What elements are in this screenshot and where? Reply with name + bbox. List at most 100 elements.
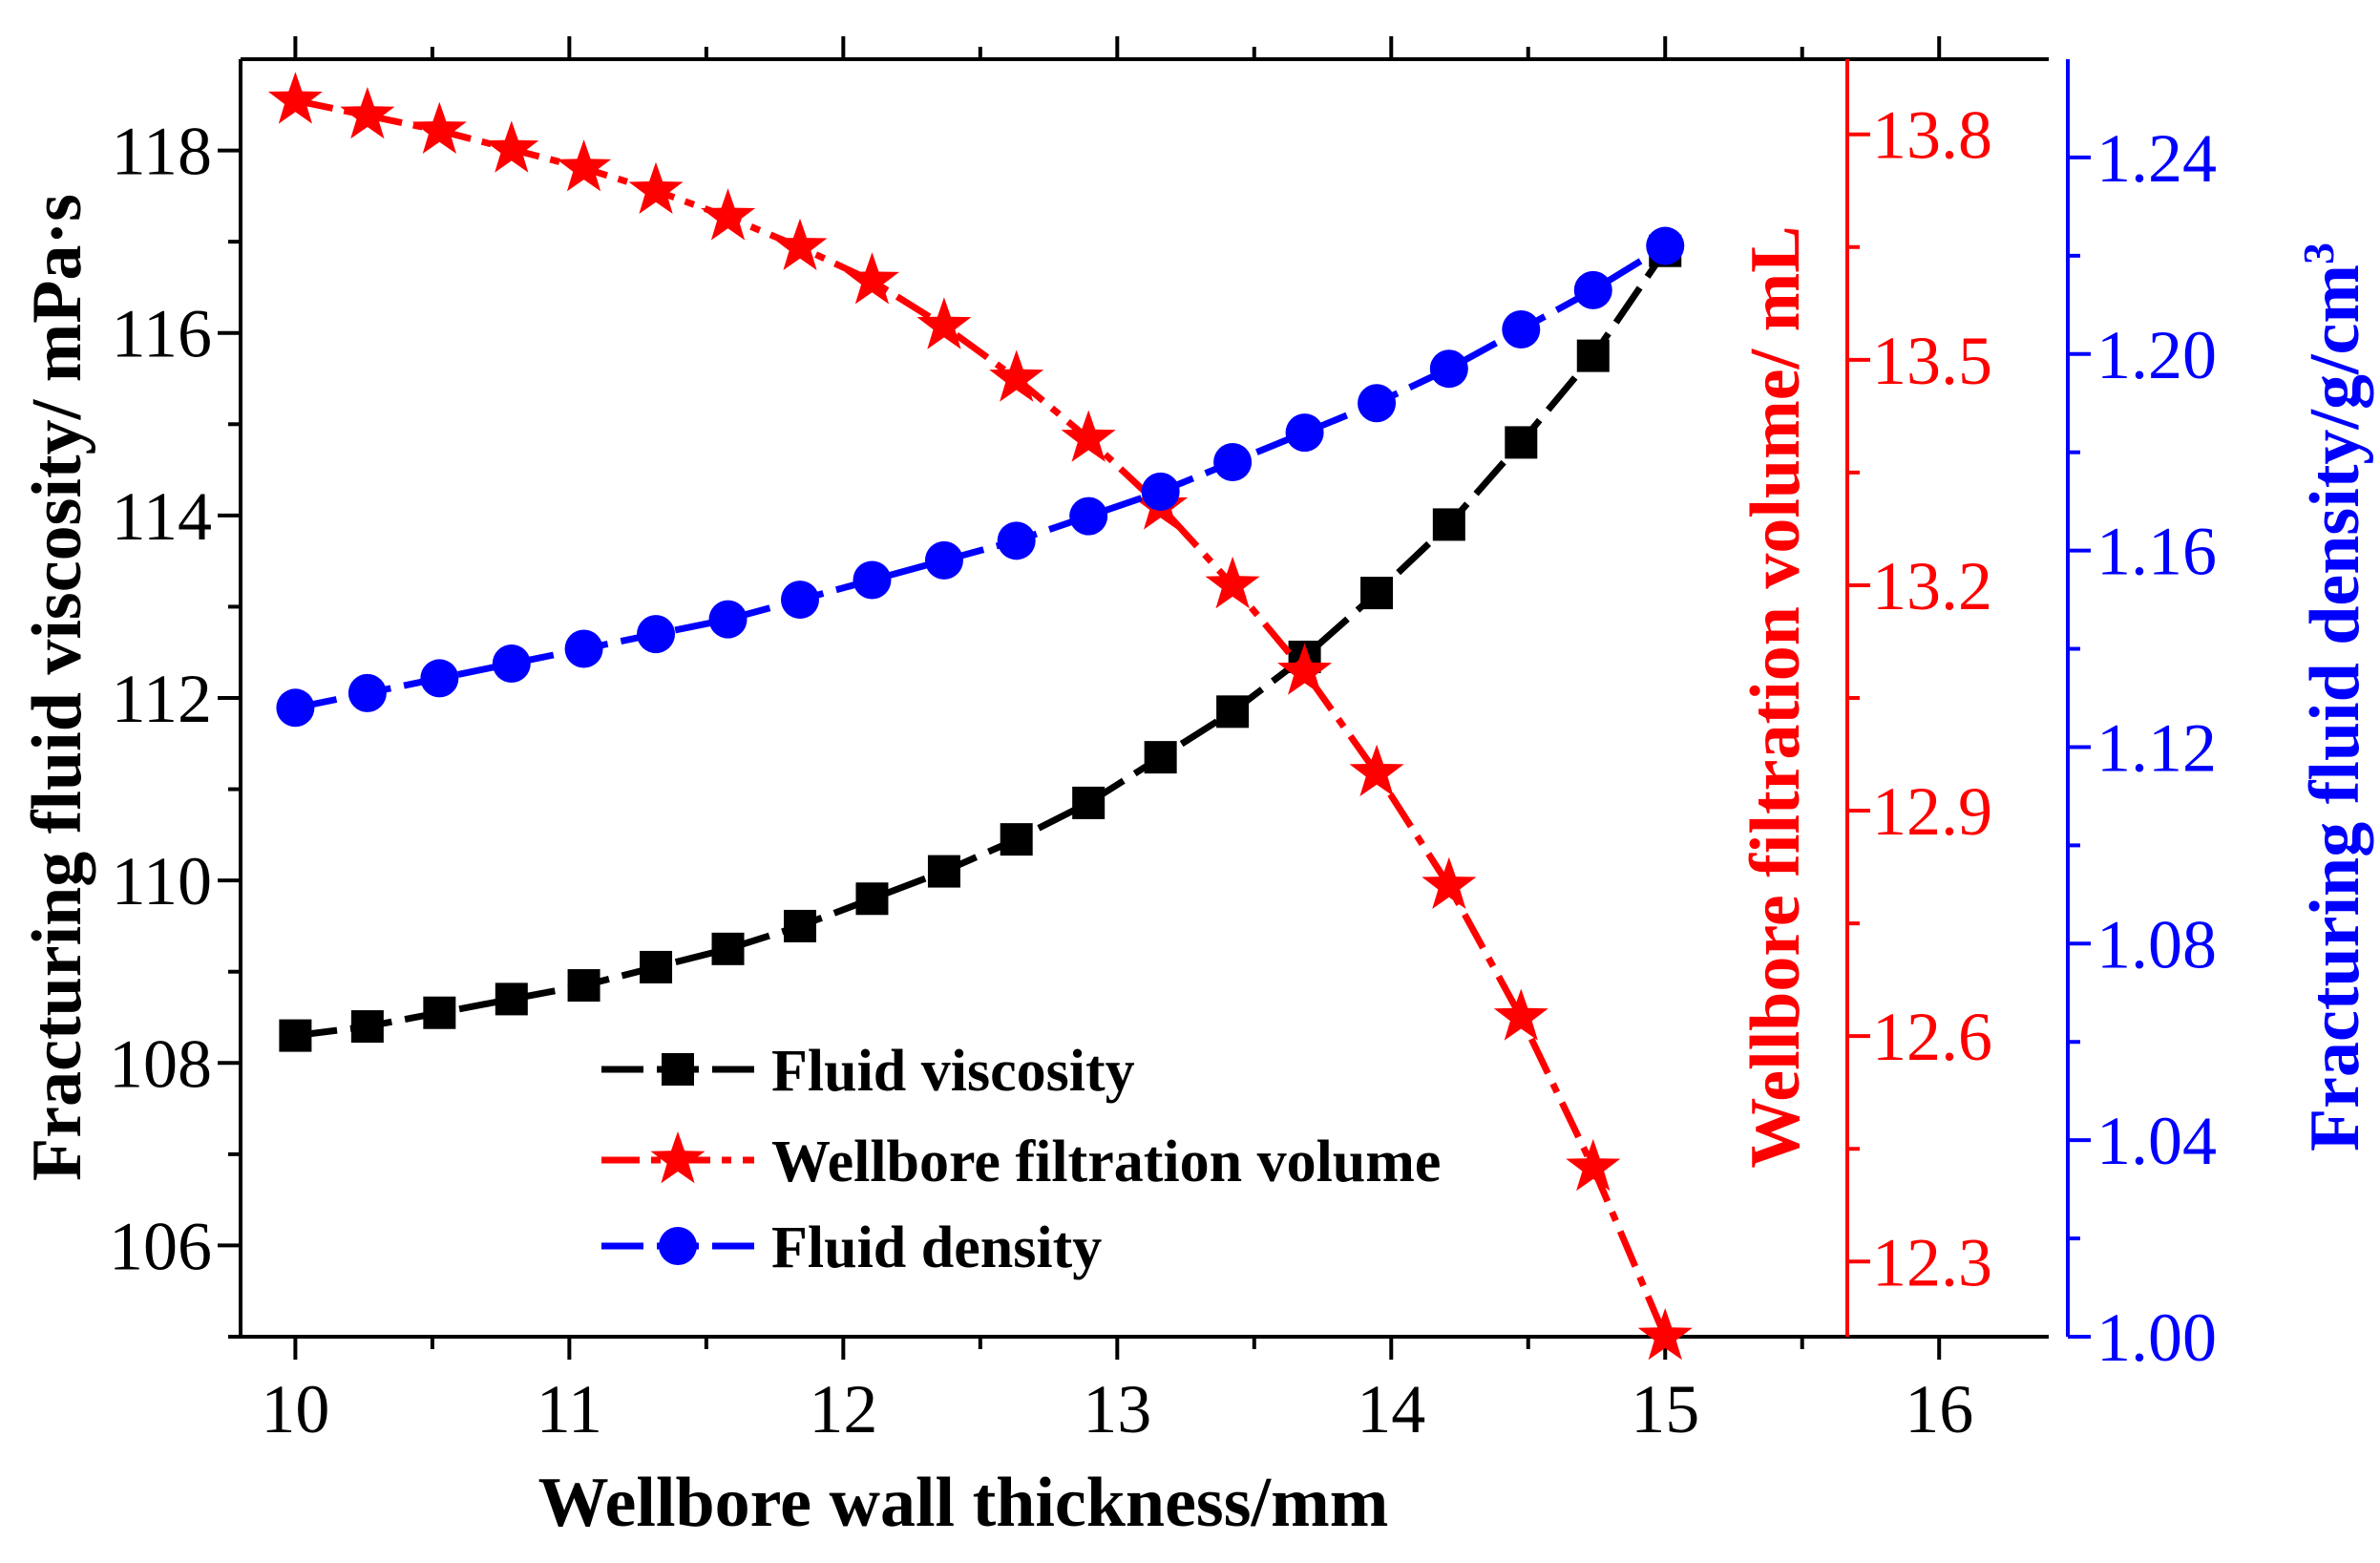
legend-item-wellbore-filtration-volume: Wellbore filtration volume: [601, 1130, 1441, 1194]
data-point-fluid-viscosity: [1072, 786, 1106, 819]
data-point-wellbore-filtration-volume: [1277, 643, 1333, 695]
y-right2-axis-title-main: Fracturing fluid density/g/cm: [2296, 264, 2374, 1151]
data-point-wellbore-filtration-volume: [916, 297, 972, 349]
data-point-fluid-density: [276, 688, 315, 728]
data-point-fluid-density: [780, 581, 819, 620]
legend-marker: [659, 1227, 697, 1265]
data-point-fluid-viscosity: [640, 950, 673, 983]
data-point-fluid-viscosity: [350, 1010, 384, 1044]
y-right2-tick-label: 1.00: [2096, 1299, 2217, 1376]
data-point-wellbore-filtration-volume: [1493, 988, 1548, 1041]
data-point-fluid-viscosity: [1360, 577, 1394, 610]
legend-label: Fluid viscosity: [771, 1039, 1135, 1104]
axes: 10 11 12 13 14 15 16 106 108 110 112 114 116 118 12.3 1…: [109, 36, 2217, 1447]
x-tick-label: 14: [1357, 1371, 1425, 1447]
data-point-fluid-density: [924, 540, 963, 580]
data-point-wellbore-filtration-volume: [989, 349, 1044, 402]
data-point-wellbore-filtration-volume: [701, 188, 756, 241]
data-point-fluid-density: [1573, 270, 1612, 309]
data-point-fluid-density: [420, 659, 459, 698]
data-point-fluid-viscosity: [1576, 339, 1610, 372]
series-fluid-density: [276, 226, 1685, 728]
y-right2-tick-label: 1.20: [2096, 317, 2217, 393]
data-point-fluid-density: [1285, 413, 1324, 453]
data-point-fluid-viscosity: [855, 882, 889, 916]
data-point-fluid-density: [492, 644, 531, 683]
data-point-fluid-density: [708, 600, 748, 639]
data-point-fluid-viscosity: [1216, 695, 1250, 729]
series-line-wellbore-filtration-volume: [294, 96, 1669, 1339]
data-point-wellbore-filtration-volume: [1061, 410, 1116, 462]
y-left-tick-label: 110: [112, 843, 212, 919]
data-point-fluid-viscosity: [711, 932, 745, 965]
series-line-fluid-density: [294, 243, 1668, 711]
data-point-wellbore-filtration-volume: [1349, 744, 1404, 796]
y-right1-axis-title: Wellbore filtration volume/ mL: [1737, 225, 1815, 1168]
data-point-wellbore-filtration-volume: [484, 120, 539, 173]
x-tick-label: 13: [1083, 1371, 1151, 1447]
x-tick-label: 15: [1631, 1371, 1699, 1447]
data-point-wellbore-filtration-volume: [844, 252, 899, 305]
series-layer: [267, 72, 1693, 1361]
data-point-wellbore-filtration-volume: [411, 101, 467, 154]
data-point-fluid-density: [564, 629, 603, 668]
data-point-fluid-viscosity: [567, 969, 600, 1003]
data-point-fluid-density: [1069, 496, 1108, 536]
data-point-fluid-viscosity: [1144, 741, 1177, 774]
data-point-fluid-viscosity: [495, 982, 528, 1016]
legend: Fluid viscosity Wellbore filtration volum…: [601, 1039, 1441, 1280]
data-point-fluid-density: [1213, 442, 1253, 481]
x-tick-label: 10: [261, 1371, 329, 1447]
y-right1-tick-label: 12.3: [1872, 1224, 1992, 1300]
x-tick-label: 12: [809, 1371, 877, 1447]
y-left-tick-label: 114: [112, 478, 212, 555]
legend-marker: [650, 1131, 706, 1184]
data-point-fluid-density: [853, 560, 892, 600]
data-point-fluid-viscosity: [927, 855, 960, 888]
legend-label: Wellbore filtration volume: [771, 1130, 1441, 1194]
data-point-fluid-viscosity: [1505, 426, 1538, 459]
y-right2-tick-label: 1.16: [2096, 514, 2217, 590]
y-right2-axis-title: Fracturing fluid density/g/cm3: [2294, 243, 2374, 1151]
data-point-fluid-density: [1502, 310, 1541, 349]
y-right1-tick-label: 12.6: [1872, 999, 1992, 1075]
data-point-fluid-viscosity: [1432, 508, 1465, 541]
data-point-fluid-density: [1358, 384, 1397, 423]
data-point-fluid-viscosity: [423, 996, 456, 1029]
data-point-wellbore-filtration-volume: [628, 161, 684, 214]
data-point-wellbore-filtration-volume: [1205, 556, 1260, 609]
data-point-wellbore-filtration-volume: [340, 87, 395, 139]
legend-item-fluid-viscosity: Fluid viscosity: [601, 1039, 1135, 1104]
data-point-fluid-viscosity: [783, 909, 816, 942]
legend-item-fluid-density: Fluid density: [601, 1215, 1102, 1280]
y-right1-tick-label: 13.5: [1872, 323, 1992, 399]
y-right2-tick-label: 1.12: [2096, 709, 2217, 786]
data-point-fluid-density: [1646, 226, 1685, 265]
data-point-fluid-viscosity: [279, 1019, 312, 1052]
y-left-tick-label: 116: [112, 296, 212, 372]
y-right2-tick-label: 1.04: [2096, 1103, 2217, 1179]
data-point-fluid-viscosity: [1000, 823, 1033, 856]
data-point-fluid-density: [348, 673, 387, 712]
data-point-wellbore-filtration-volume: [1422, 856, 1477, 909]
data-point-fluid-density: [637, 615, 676, 654]
y-right1-tick-label: 13.8: [1872, 97, 1992, 174]
data-point-wellbore-filtration-volume: [1637, 1308, 1693, 1361]
y-right1-tick-label: 12.9: [1872, 773, 1992, 850]
y-right2-axis-title-sup: 3: [2294, 243, 2343, 264]
y-left-tick-label: 108: [109, 1025, 212, 1102]
x-tick-label: 11: [537, 1371, 602, 1447]
data-point-wellbore-filtration-volume: [557, 139, 612, 192]
y-left-tick-label: 106: [109, 1208, 212, 1284]
y-right2-tick-label: 1.08: [2096, 906, 2217, 982]
data-point-wellbore-filtration-volume: [267, 72, 323, 124]
y-left-tick-label: 118: [112, 114, 212, 190]
data-point-fluid-density: [997, 521, 1036, 560]
legend-marker: [662, 1053, 694, 1086]
x-axis-title: Wellbore wall thickness/mm: [538, 1464, 1389, 1542]
x-tick-label: 16: [1905, 1371, 1973, 1447]
series-fluid-viscosity: [279, 234, 1682, 1052]
legend-label: Fluid density: [771, 1215, 1102, 1280]
data-point-fluid-density: [1429, 349, 1468, 389]
